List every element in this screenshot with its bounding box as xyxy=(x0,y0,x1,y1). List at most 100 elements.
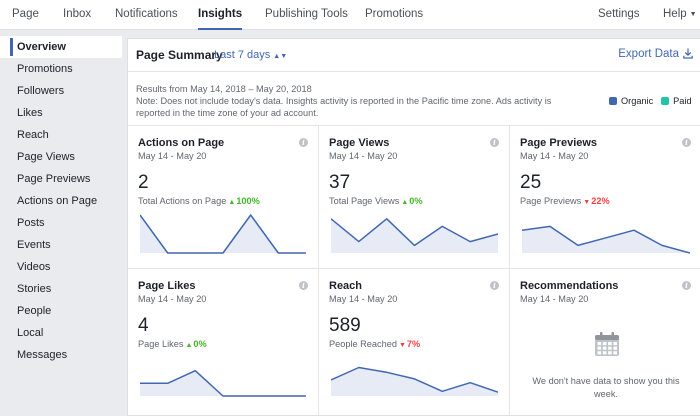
tab-help[interactable]: Help ▼ xyxy=(663,0,697,30)
triangle-up-icon: ▲ xyxy=(401,199,409,206)
tab-label: Promotions xyxy=(365,8,424,20)
calendar-icon xyxy=(595,332,619,356)
change-indicator: ▼22% xyxy=(583,196,609,206)
sparkline-chart xyxy=(331,218,498,253)
tab-publishing-tools[interactable]: Publishing Tools xyxy=(265,0,348,30)
sidebar-item-overview[interactable]: Overview xyxy=(0,36,122,58)
sidebar-item-label: Videos xyxy=(17,261,51,273)
tab-inbox[interactable]: Inbox xyxy=(63,0,91,30)
metric-label: Total Page Views xyxy=(329,196,400,206)
tab-page[interactable]: Page xyxy=(12,0,39,30)
legend-swatch xyxy=(661,97,670,105)
sparkline-area xyxy=(331,367,498,396)
card-metric: Total Actions on Page ▲100% xyxy=(138,196,260,206)
card-page-previews[interactable]: Page Previews May 14 - May 20 i 25 Page Prev… xyxy=(509,125,700,268)
sidebar-item-people[interactable]: People xyxy=(0,300,122,322)
tab-insights[interactable]: Insights xyxy=(198,0,243,30)
tab-label: Insights xyxy=(198,8,243,20)
sidebar-item-page-views[interactable]: Page Views xyxy=(0,146,122,168)
info-icon[interactable]: i xyxy=(299,281,308,290)
date-range-value: Last 7 days xyxy=(214,49,271,61)
sidebar-item-label: Page Previews xyxy=(17,173,91,185)
sort-arrows-icon: ▲▼ xyxy=(273,53,288,60)
info-icon[interactable]: i xyxy=(490,138,499,147)
card-actions-on-page[interactable]: Actions on Page May 14 - May 20 i 2 Total Ac… xyxy=(128,125,318,268)
legend-swatch xyxy=(609,97,617,105)
sparkline-chart xyxy=(331,366,498,396)
change-value: 100% xyxy=(236,196,260,206)
sidebar-item-label: Local xyxy=(17,327,44,339)
change-indicator: ▲100% xyxy=(228,196,259,206)
sidebar-item-posts[interactable]: Posts xyxy=(0,212,122,234)
sidebar-item-label: Messages xyxy=(17,349,68,361)
info-icon[interactable]: i xyxy=(682,281,691,290)
sidebar-item-videos[interactable]: Videos xyxy=(0,256,122,278)
date-range-select[interactable]: Last 7 days ▲▼ xyxy=(214,49,287,61)
card-value: 4 xyxy=(138,315,149,336)
info-icon[interactable]: i xyxy=(299,138,308,147)
sparkline-line xyxy=(522,225,690,254)
sidebar-item-label: People xyxy=(17,305,52,317)
sidebar-item-label: Events xyxy=(17,239,51,251)
sparkline-chart xyxy=(140,369,306,397)
timezone-note: Note: Does not include today's data. Ins… xyxy=(136,96,552,118)
card-date-range: May 14 - May 20 xyxy=(138,294,207,304)
info-icon[interactable]: i xyxy=(682,138,691,147)
metric-label: Page Likes xyxy=(138,339,184,349)
legend-item-paid: Paid xyxy=(661,96,692,106)
card-title: Page Previews xyxy=(520,137,598,149)
tab-label: Settings xyxy=(598,8,640,20)
change-indicator: ▼7% xyxy=(399,339,420,349)
card-title: Reach xyxy=(329,280,363,292)
sidebar-item-messages[interactable]: Messages xyxy=(0,344,122,366)
card-title: Page Likes xyxy=(138,280,196,292)
sidebar-item-label: Likes xyxy=(17,107,43,119)
no-data-message: We don't have data to show you this week… xyxy=(532,376,680,399)
tab-label: Publishing Tools xyxy=(265,8,348,20)
tab-notifications[interactable]: Notifications xyxy=(115,0,178,30)
summary-header: Page Summary Last 7 days ▲▼ Export Data xyxy=(128,39,700,72)
card-metric: Page Previews ▼22% xyxy=(520,196,610,206)
page-summary-panel: Page Summary Last 7 days ▲▼ Export Data R… xyxy=(127,38,700,416)
sidebar-item-page-previews[interactable]: Page Previews xyxy=(0,168,122,190)
card-metric: People Reached ▼7% xyxy=(329,339,420,349)
sidebar-item-label: Posts xyxy=(17,217,45,229)
change-value: 0% xyxy=(193,339,207,349)
sparkline-line xyxy=(331,366,498,393)
card-date-range: May 14 - May 20 xyxy=(329,151,398,161)
change-value: 22% xyxy=(591,196,610,206)
tab-label: Page xyxy=(12,8,39,20)
tab-label: Help xyxy=(663,8,687,20)
card-title: Actions on Page xyxy=(138,137,225,149)
sidebar-item-events[interactable]: Events xyxy=(0,234,122,256)
tab-promotions[interactable]: Promotions xyxy=(365,0,423,30)
sidebar-item-local[interactable]: Local xyxy=(0,322,122,344)
export-data-button[interactable]: Export Data xyxy=(618,48,693,60)
page-summary-title: Page Summary xyxy=(136,48,223,62)
export-data-label: Export Data xyxy=(618,48,679,60)
tab-settings[interactable]: Settings xyxy=(598,0,640,30)
sparkline-line xyxy=(331,218,498,247)
card-reach[interactable]: Reach May 14 - May 20 i 589 People Reached ▼7… xyxy=(318,268,509,415)
change-value: 7% xyxy=(406,339,421,349)
sidebar-item-label: Stories xyxy=(17,283,52,295)
sidebar-item-actions-on-page[interactable]: Actions on Page xyxy=(0,190,122,212)
sidebar-item-label: Actions on Page xyxy=(17,195,98,207)
top-navigation: Page Inbox Notifications Insights Publishing… xyxy=(0,0,700,30)
card-date-range: May 14 - May 20 xyxy=(520,294,589,304)
sidebar-item-reach[interactable]: Reach xyxy=(0,124,122,146)
triangle-down-icon: ▼ xyxy=(583,199,591,206)
sparkline-line xyxy=(140,369,306,397)
metric-label: People Reached xyxy=(329,339,397,349)
card-page-likes[interactable]: Page Likes May 14 - May 20 i 4 Page Likes ▲0% xyxy=(128,268,318,415)
sidebar-item-likes[interactable]: Likes xyxy=(0,102,122,124)
sparkline-area xyxy=(522,226,690,253)
card-metric: Page Likes ▲0% xyxy=(138,339,207,349)
sidebar-item-followers[interactable]: Followers xyxy=(0,80,122,102)
card-page-views[interactable]: Page Views May 14 - May 20 i 37 Total Page V… xyxy=(318,125,509,268)
card-recommendations[interactable]: Recommendations May 14 - May 20 i We don't … xyxy=(509,268,700,415)
info-icon[interactable]: i xyxy=(490,281,499,290)
sidebar-item-promotions[interactable]: Promotions xyxy=(0,58,122,80)
sidebar-item-stories[interactable]: Stories xyxy=(0,278,122,300)
results-date-range: Results from May 14, 2018 – May 20, 2018 xyxy=(136,84,312,94)
